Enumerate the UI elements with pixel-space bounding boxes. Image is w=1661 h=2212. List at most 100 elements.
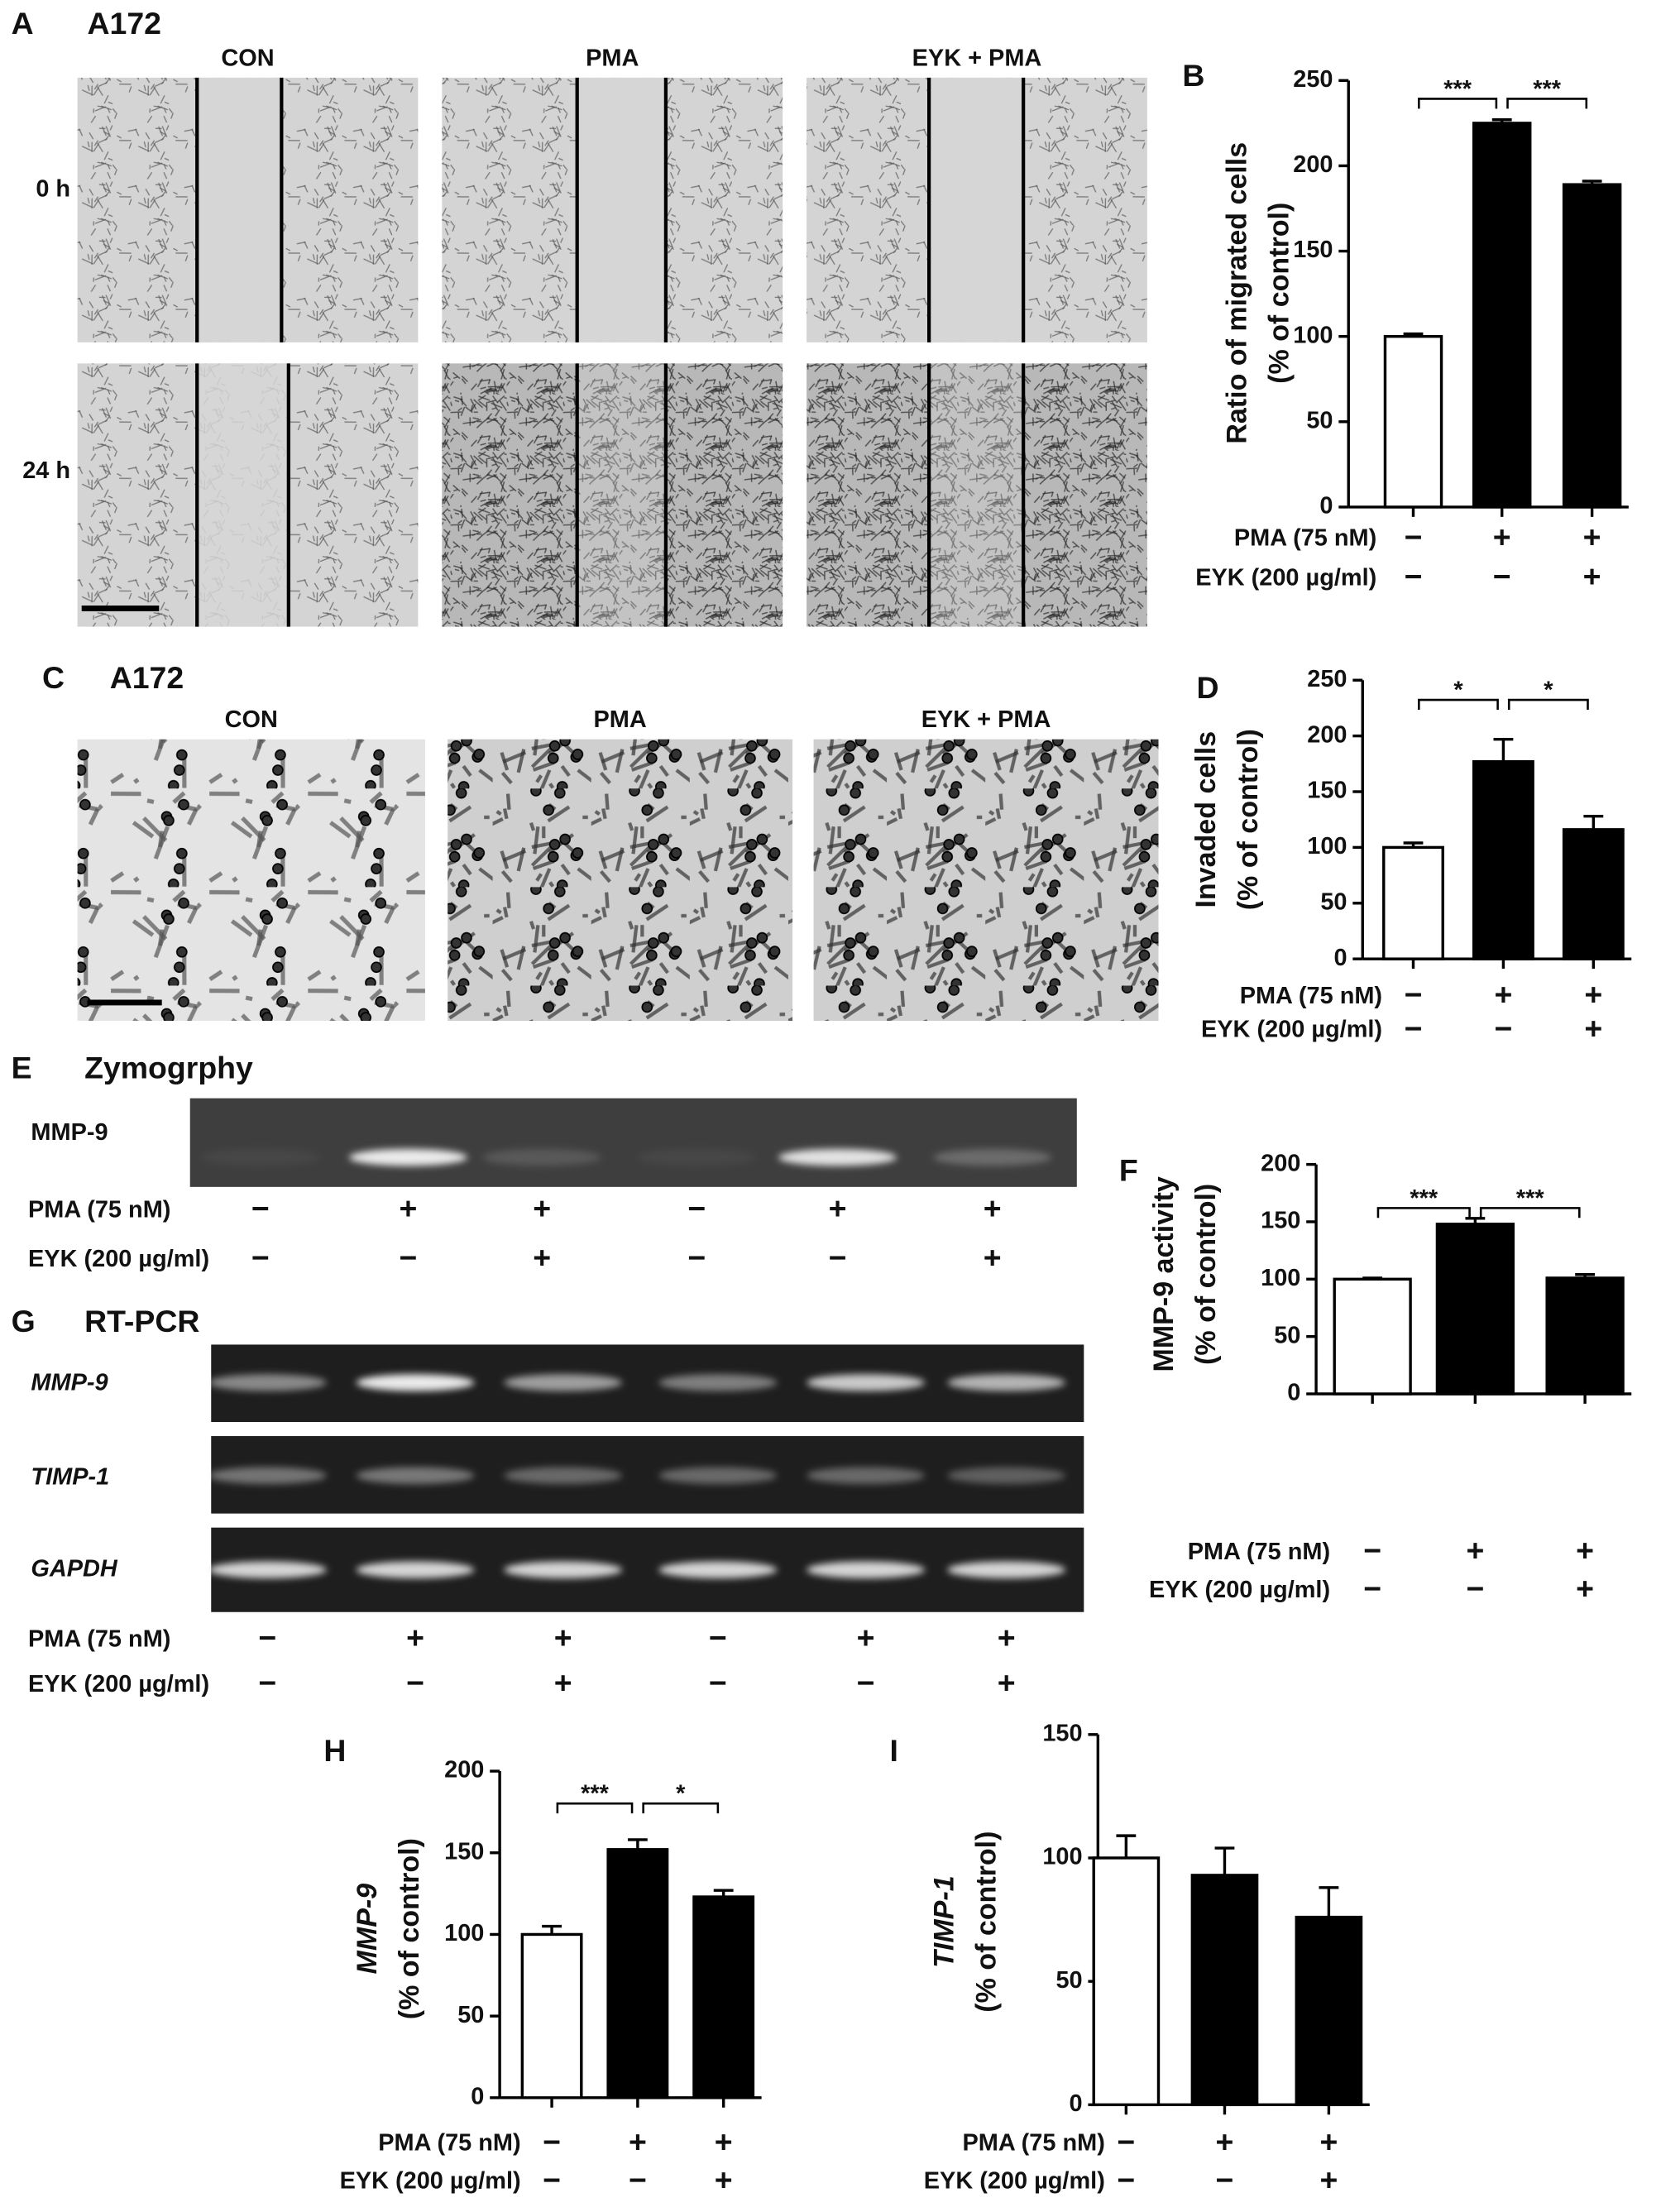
condition-sign: − — [709, 1665, 727, 1700]
y-tick-label: 200 — [1261, 1150, 1300, 1176]
significance-bracket — [1418, 98, 1498, 109]
significance-label: * — [676, 1781, 686, 1807]
y-tick-label: 150 — [1307, 778, 1347, 804]
condition-sign: + — [984, 1191, 1002, 1226]
panel-letter: E — [12, 1050, 32, 1084]
condition-sign: + — [984, 1240, 1002, 1275]
condition-sign: − — [543, 2124, 561, 2159]
y-tick-label: 0 — [471, 2083, 484, 2109]
y-tick-label: 200 — [1307, 721, 1347, 748]
y-axis-label: (% of control) — [1233, 729, 1264, 910]
y-axis-label: TIMP-1 — [929, 1875, 960, 1968]
condition-sign: − — [1466, 1571, 1484, 1606]
y-axis-label: MMP-9 — [352, 1884, 383, 1975]
gel-band — [208, 1561, 327, 1578]
significance-bracket — [642, 1802, 720, 1814]
condition-sign: − — [1363, 1571, 1381, 1606]
condition-sign: + — [1576, 1533, 1594, 1568]
condition-sign: + — [554, 1665, 572, 1700]
condition-sign: − — [1494, 1011, 1512, 1046]
y-axis-label: Ratio of migrated cells — [1221, 142, 1252, 444]
condition-sign: + — [1494, 977, 1512, 1012]
condition-sign: + — [533, 1191, 551, 1226]
condition-label: PMA (75 nM) — [962, 2130, 1104, 2157]
panel-letter: D — [1196, 670, 1218, 705]
micrograph — [442, 363, 783, 627]
gel-band — [504, 1374, 623, 1391]
condition-sign: − — [251, 1240, 270, 1275]
gel-band — [807, 1374, 926, 1391]
condition-sign: + — [1583, 559, 1601, 594]
condition-sign: + — [1584, 977, 1602, 1012]
panel-letter: G — [12, 1304, 36, 1338]
scratch-gap — [197, 77, 282, 342]
bar — [1545, 1276, 1625, 1396]
condition-sign: − — [1117, 2124, 1135, 2159]
significance-bracket — [1418, 698, 1499, 710]
panel-letter: B — [1182, 58, 1204, 93]
condition-sign: − — [629, 2162, 647, 2197]
significance-label: *** — [1443, 76, 1472, 103]
gel-band — [208, 1374, 327, 1391]
condition-sign: + — [1466, 1533, 1484, 1568]
column-title: PMA — [586, 45, 639, 71]
condition-sign: − — [829, 1240, 847, 1275]
condition-sign: − — [1405, 559, 1423, 594]
bar — [1092, 1856, 1161, 2107]
bar — [1435, 1223, 1515, 1396]
y-axis-label: (% of control) — [1190, 1184, 1222, 1365]
row-label: 24 h — [22, 457, 70, 484]
condition-sign: + — [400, 1191, 418, 1226]
y-axis-label: (% of control) — [394, 1838, 425, 2019]
condition-sign: + — [998, 1665, 1016, 1700]
bar — [1295, 1915, 1363, 2107]
condition-sign: + — [829, 1191, 847, 1226]
condition-sign: − — [709, 1621, 727, 1655]
bar — [1562, 828, 1625, 960]
condition-sign: − — [1363, 1533, 1381, 1568]
condition-sign: + — [1576, 1571, 1594, 1606]
condition-sign: + — [406, 1621, 424, 1655]
significance-bracket — [1376, 1207, 1471, 1219]
gel-band — [658, 1374, 778, 1391]
y-axis-label: MMP-9 activity — [1148, 1176, 1180, 1372]
condition-sign: + — [533, 1240, 551, 1275]
scratch-gap — [929, 77, 1024, 342]
condition-sign: − — [251, 1191, 270, 1226]
condition-sign: − — [258, 1621, 276, 1655]
condition-label: EYK (200 µg/ml) — [1201, 1017, 1382, 1043]
bar — [1333, 1277, 1412, 1396]
condition-label: PMA (75 nM) — [1234, 525, 1376, 552]
condition-sign: − — [543, 2162, 561, 2197]
condition-label: PMA (75 nM) — [1188, 1539, 1330, 1565]
panel-letter: H — [323, 1733, 346, 1768]
y-tick-label: 0 — [1287, 1380, 1300, 1406]
micrograph — [813, 739, 1159, 1022]
y-tick-label: 100 — [1261, 1265, 1300, 1291]
y-tick-label: 0 — [1333, 945, 1347, 971]
gel-band — [356, 1374, 475, 1391]
gel-band — [208, 1467, 327, 1484]
condition-sign: + — [1319, 2162, 1338, 2197]
y-tick-label: 200 — [1293, 151, 1333, 178]
panel-letter: A — [12, 6, 34, 41]
condition-label: PMA (75 nM) — [378, 2130, 520, 2157]
panel-title: A172 — [88, 6, 161, 41]
y-tick-label: 50 — [1320, 888, 1347, 915]
significance-label: *** — [1533, 76, 1561, 103]
y-tick-label: 250 — [1307, 666, 1347, 692]
y-tick-label: 100 — [444, 1920, 484, 1946]
condition-label: EYK (200 µg/ml) — [28, 1671, 209, 1697]
gel-band — [482, 1148, 601, 1166]
condition-label: EYK (200 µg/ml) — [28, 1246, 209, 1272]
y-tick-label: 50 — [1306, 407, 1333, 433]
y-tick-label: 0 — [1319, 493, 1333, 519]
condition-label: EYK (200 µg/ml) — [1149, 1577, 1330, 1603]
gel-band — [947, 1561, 1066, 1578]
gel-band — [947, 1374, 1066, 1391]
condition-label: PMA (75 nM) — [1240, 983, 1382, 1009]
bar — [1383, 334, 1443, 509]
bar — [1562, 183, 1622, 509]
